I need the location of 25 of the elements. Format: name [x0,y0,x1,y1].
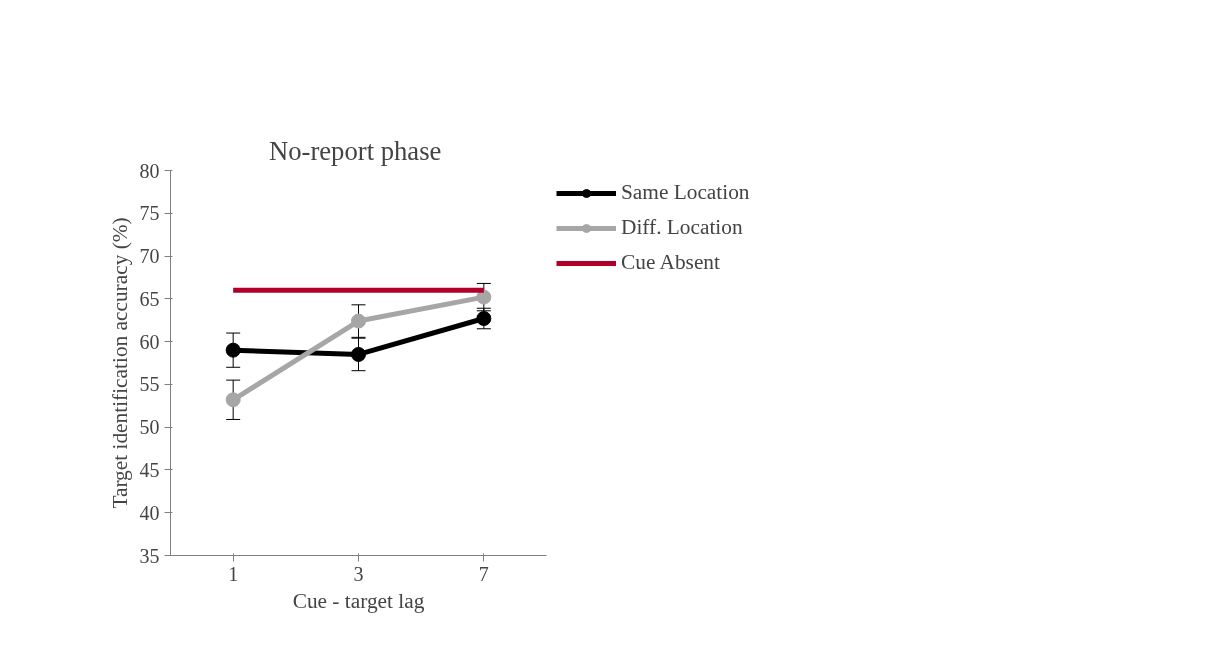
y-tick-label: 75 [139,202,160,225]
y-tick-label: 50 [139,416,160,439]
x-tick-label: 1 [228,562,239,585]
y-tick-label: 55 [139,373,160,396]
y-tick-label: 70 [139,245,160,268]
point [225,342,241,358]
point [476,289,492,305]
y-tick-label: 45 [139,458,160,481]
y-axis-title: Target identification accuracy (%) [107,217,132,509]
point [476,311,492,326]
y-tick-label: 35 [139,544,160,567]
y-tick-label: 60 [139,330,160,353]
legend-label: Diff. Location [621,215,743,240]
point [225,392,241,408]
y-tick-label: 40 [139,501,160,524]
chart-title: No-report phase [268,135,442,166]
point [351,313,366,329]
x-tick-label: 3 [353,562,364,585]
y-tick-label: 65 [139,287,160,310]
x-tick-label: 7 [478,562,489,585]
y-tick-label: 80 [139,159,160,182]
legend-label: Cue Absent [621,250,720,275]
point [351,346,366,362]
x-axis-title: Cue - target lag [292,588,425,613]
legend-label: Same Location [621,180,750,205]
